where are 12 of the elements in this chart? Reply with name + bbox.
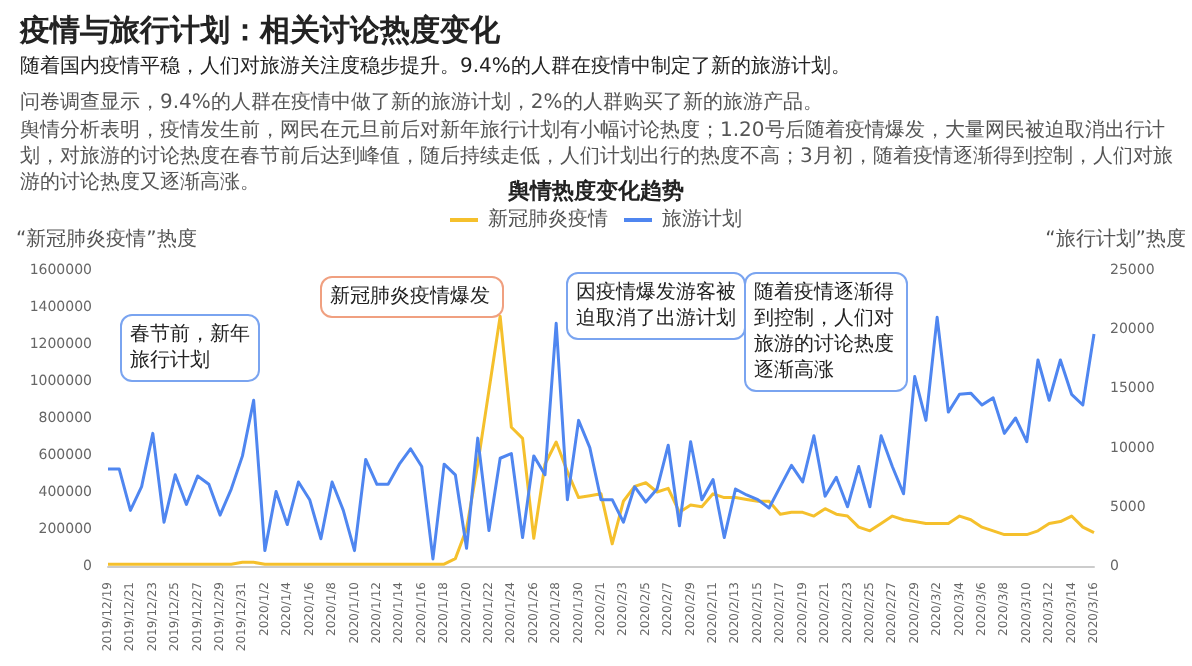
text: 随着国内疫情平稳，人们对旅游关注度稳步提升。9.4%的人群在疫情中制定了新的旅游计划。 [20,54,851,78]
annotation: 因疫情爆发游客被迫取消了出游计划 [576,280,736,330]
annotation: 随着疫情逐渐得到控制，人们对旅游的讨论热度逐渐高涨 [754,280,894,382]
y-axis-title: “新冠肺炎疫情”热度 [16,227,197,251]
text: 疫情与旅行计划：相关讨论热度变化 [18,12,502,48]
legend-label: 新冠肺炎疫情 [488,207,608,231]
text: 问卷调查显示，9.4%的人群在疫情中做了新的旅游计划，2%的人群购买了新的旅游产品。 [20,90,823,114]
annotation: 春节前，新年旅行计划 [130,322,250,372]
annotation: 新冠肺炎疫情爆发 [330,284,490,308]
chart-title: 舆情热度变化趋势 [506,178,684,204]
legend-label: 旅游计划 [662,207,742,231]
y2-axis-title: “旅行计划”热度 [1045,227,1186,251]
